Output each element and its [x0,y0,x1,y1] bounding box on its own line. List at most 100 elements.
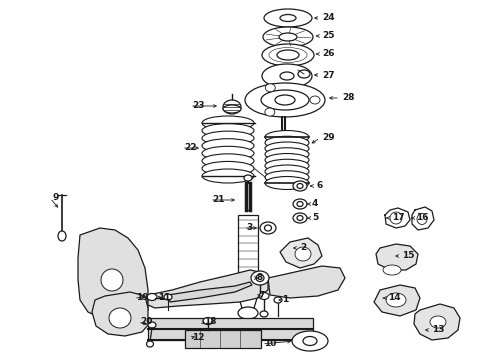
Ellipse shape [256,274,264,282]
Bar [238,215,258,295]
Polygon shape [78,228,148,322]
Ellipse shape [277,50,299,60]
Ellipse shape [263,27,313,47]
Ellipse shape [101,269,123,291]
Ellipse shape [275,95,295,105]
Polygon shape [280,238,322,268]
Ellipse shape [383,265,401,275]
Text: 18: 18 [204,318,217,327]
Ellipse shape [223,100,241,114]
Text: 11: 11 [158,293,171,302]
Ellipse shape [417,213,427,225]
Text: 6: 6 [316,181,322,190]
Ellipse shape [303,337,317,346]
Text: 27: 27 [322,71,335,80]
Ellipse shape [264,9,312,27]
Ellipse shape [292,331,328,351]
Ellipse shape [430,316,446,328]
Polygon shape [168,282,252,302]
Text: 28: 28 [342,94,354,103]
Ellipse shape [202,123,254,138]
Ellipse shape [298,70,310,78]
Text: 15: 15 [402,252,415,261]
Ellipse shape [279,33,297,41]
Text: 9: 9 [52,194,58,202]
Ellipse shape [262,64,312,88]
Ellipse shape [265,84,275,92]
Ellipse shape [297,216,303,220]
Ellipse shape [164,294,172,300]
Ellipse shape [293,199,307,209]
Text: 8: 8 [256,274,262,283]
Ellipse shape [245,83,325,117]
Ellipse shape [202,116,254,130]
Text: 7: 7 [258,292,265,301]
Ellipse shape [202,146,254,160]
Ellipse shape [265,176,309,189]
Ellipse shape [202,154,254,168]
Ellipse shape [202,139,254,153]
Ellipse shape [58,231,66,241]
Ellipse shape [265,225,271,231]
Text: 17: 17 [392,213,405,222]
Text: 23: 23 [192,102,204,111]
Ellipse shape [265,108,275,116]
Ellipse shape [265,153,309,166]
Ellipse shape [390,212,402,224]
Polygon shape [414,304,460,340]
Text: 5: 5 [312,213,318,222]
Ellipse shape [280,72,294,80]
Text: 29: 29 [322,134,335,143]
Ellipse shape [251,271,269,285]
Text: 10: 10 [264,339,276,348]
Ellipse shape [265,159,309,172]
Ellipse shape [265,171,309,184]
Ellipse shape [147,293,157,301]
Ellipse shape [265,142,309,155]
Polygon shape [238,295,258,308]
Text: 19: 19 [136,293,148,302]
Ellipse shape [310,96,320,104]
Ellipse shape [295,247,311,261]
Ellipse shape [265,148,309,161]
Ellipse shape [109,308,131,328]
Ellipse shape [293,213,307,223]
Text: 26: 26 [322,49,335,58]
Text: 24: 24 [322,13,335,22]
Ellipse shape [259,292,269,300]
Ellipse shape [297,184,303,189]
Ellipse shape [203,318,213,324]
Polygon shape [374,285,420,316]
Ellipse shape [386,293,406,307]
Text: 21: 21 [212,195,224,204]
Ellipse shape [148,322,156,328]
Ellipse shape [262,44,314,66]
Text: 22: 22 [184,144,196,153]
Ellipse shape [265,136,309,149]
Text: 20: 20 [140,318,152,327]
Text: 4: 4 [312,199,318,208]
Text: 25: 25 [322,31,335,40]
Text: 2: 2 [300,243,306,252]
Ellipse shape [202,161,254,175]
Ellipse shape [280,14,296,22]
Text: 16: 16 [416,213,428,222]
Polygon shape [92,292,148,336]
Text: 12: 12 [192,333,204,342]
Text: 3: 3 [246,224,252,233]
Ellipse shape [261,90,309,110]
Ellipse shape [238,307,258,319]
Ellipse shape [293,181,307,191]
Ellipse shape [274,297,282,303]
Ellipse shape [202,169,254,183]
Bar [148,318,313,340]
Ellipse shape [202,131,254,145]
Ellipse shape [260,311,268,317]
Polygon shape [148,270,268,308]
Bar [185,330,261,348]
Ellipse shape [223,105,241,113]
Ellipse shape [297,202,303,207]
Polygon shape [268,266,345,298]
Ellipse shape [244,175,252,181]
Polygon shape [376,244,418,270]
